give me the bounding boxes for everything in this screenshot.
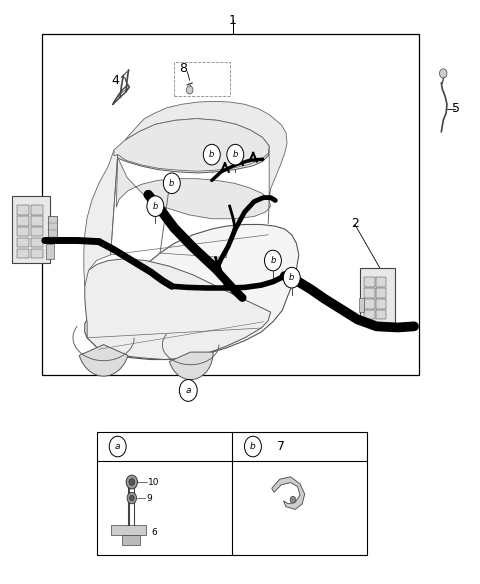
Text: a: a bbox=[185, 386, 191, 395]
FancyBboxPatch shape bbox=[31, 216, 43, 225]
FancyBboxPatch shape bbox=[376, 299, 386, 308]
Text: b: b bbox=[250, 442, 256, 451]
Text: 7: 7 bbox=[277, 440, 285, 453]
Polygon shape bbox=[85, 259, 271, 360]
Bar bbox=[46, 244, 54, 259]
Text: 5: 5 bbox=[452, 102, 460, 116]
Circle shape bbox=[129, 478, 134, 485]
Bar bbox=[111, 525, 146, 535]
Bar bbox=[48, 217, 58, 241]
Circle shape bbox=[204, 144, 220, 165]
Bar bbox=[359, 298, 364, 312]
Text: b: b bbox=[270, 256, 276, 265]
Wedge shape bbox=[169, 352, 213, 380]
FancyBboxPatch shape bbox=[360, 268, 395, 324]
Bar bbox=[42, 34, 419, 375]
Text: b: b bbox=[169, 179, 174, 188]
Text: 10: 10 bbox=[148, 478, 159, 486]
FancyBboxPatch shape bbox=[12, 196, 50, 263]
Text: b: b bbox=[153, 201, 158, 211]
FancyBboxPatch shape bbox=[16, 227, 29, 237]
FancyBboxPatch shape bbox=[364, 299, 374, 308]
Text: 8: 8 bbox=[180, 62, 188, 75]
FancyBboxPatch shape bbox=[31, 249, 43, 258]
Text: 6: 6 bbox=[152, 528, 157, 537]
Circle shape bbox=[227, 144, 244, 165]
FancyBboxPatch shape bbox=[364, 277, 374, 287]
FancyBboxPatch shape bbox=[364, 310, 374, 319]
Text: b: b bbox=[289, 273, 294, 282]
FancyBboxPatch shape bbox=[16, 205, 29, 215]
Circle shape bbox=[180, 380, 197, 401]
FancyBboxPatch shape bbox=[364, 288, 374, 298]
Polygon shape bbox=[272, 477, 305, 509]
Text: 3: 3 bbox=[12, 206, 21, 218]
Bar bbox=[174, 62, 229, 96]
Polygon shape bbox=[116, 158, 271, 219]
Bar bbox=[122, 535, 140, 545]
Circle shape bbox=[130, 495, 134, 501]
FancyBboxPatch shape bbox=[376, 277, 386, 287]
Circle shape bbox=[440, 69, 447, 78]
Text: b: b bbox=[233, 150, 238, 159]
Circle shape bbox=[109, 436, 126, 457]
Polygon shape bbox=[84, 150, 118, 286]
Circle shape bbox=[127, 492, 136, 504]
Polygon shape bbox=[85, 224, 299, 360]
Text: 4: 4 bbox=[111, 74, 120, 87]
Circle shape bbox=[186, 86, 193, 94]
FancyBboxPatch shape bbox=[31, 227, 43, 237]
Circle shape bbox=[290, 496, 296, 503]
Text: a: a bbox=[115, 442, 120, 451]
Text: 9: 9 bbox=[146, 493, 152, 503]
Circle shape bbox=[283, 267, 300, 288]
Text: 2: 2 bbox=[351, 217, 359, 230]
FancyBboxPatch shape bbox=[16, 249, 29, 258]
FancyBboxPatch shape bbox=[31, 238, 43, 248]
Circle shape bbox=[244, 436, 262, 457]
Polygon shape bbox=[113, 120, 269, 173]
Bar bbox=[96, 432, 367, 555]
Text: b: b bbox=[209, 150, 215, 159]
Circle shape bbox=[163, 173, 180, 193]
Polygon shape bbox=[114, 119, 269, 171]
Circle shape bbox=[147, 196, 164, 217]
FancyBboxPatch shape bbox=[376, 310, 386, 319]
Polygon shape bbox=[125, 102, 287, 200]
Circle shape bbox=[126, 475, 137, 489]
Wedge shape bbox=[79, 345, 128, 376]
FancyBboxPatch shape bbox=[16, 238, 29, 248]
FancyBboxPatch shape bbox=[376, 288, 386, 298]
Circle shape bbox=[264, 250, 281, 271]
FancyBboxPatch shape bbox=[16, 216, 29, 225]
Text: 1: 1 bbox=[229, 13, 237, 27]
FancyBboxPatch shape bbox=[31, 205, 43, 215]
